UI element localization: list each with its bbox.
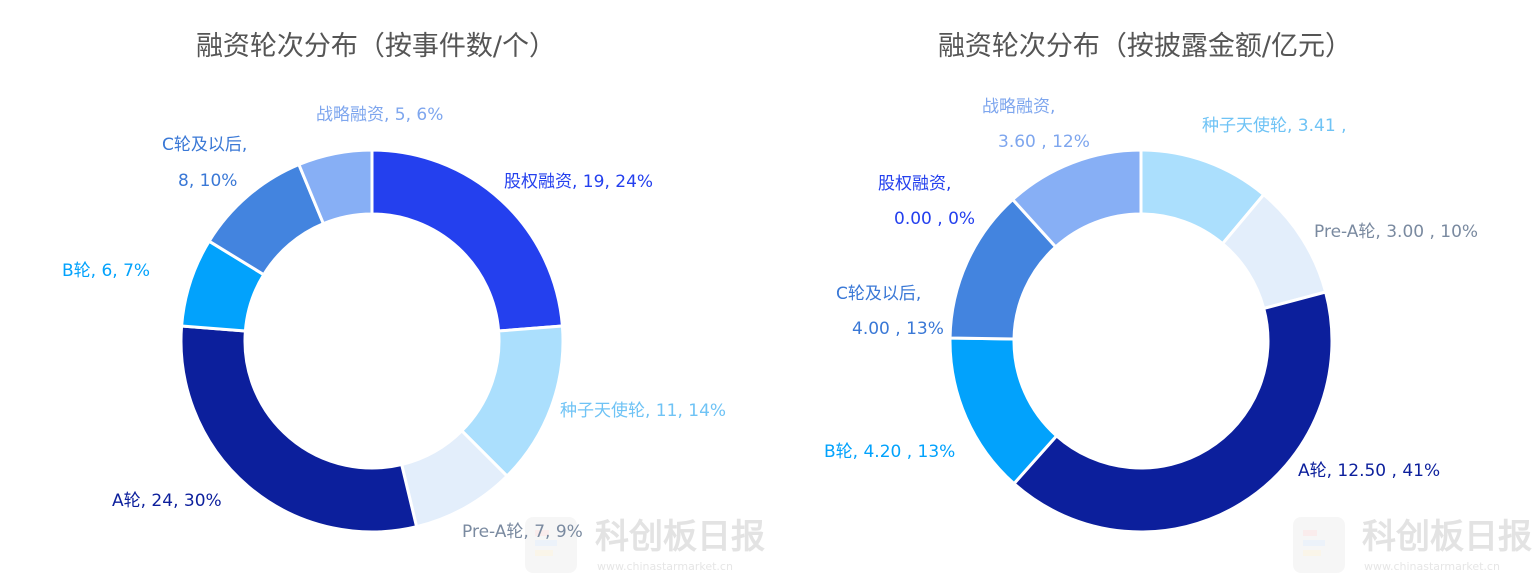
data-label-line: B轮, 4.20 , 13%	[824, 442, 955, 462]
data-label: Pre-A轮, 3.00 , 10%	[1314, 222, 1478, 242]
donut-chart-1: 融资轮次分布（按事件数/个） 股权融资, 19, 24% 种子天使轮, 11, 14…	[62, 31, 726, 542]
data-label: 股权融资, 0.00 , 0%	[878, 174, 975, 229]
watermark-brand: 科创板日报	[595, 517, 765, 557]
data-label: A轮, 12.50 , 41%	[1298, 461, 1440, 481]
data-label-line: A轮, 24, 30%	[112, 491, 222, 511]
data-label: Pre-A轮, 7, 9%	[462, 522, 583, 542]
data-label-line: 种子天使轮, 3.41 ,	[1202, 115, 1346, 136]
data-label-line: C轮及以后,	[836, 284, 921, 304]
data-label-line: 股权融资, 19, 24%	[504, 172, 653, 192]
data-label: 战略融资, 5, 6%	[316, 105, 443, 125]
watermark-url: www.chinastarmarket.cn	[597, 560, 733, 573]
donut-slice[interactable]	[179, 324, 419, 534]
data-label-line: 战略融资, 5, 6%	[316, 105, 443, 125]
brand-logo-icon	[525, 517, 577, 573]
data-label: 战略融资, 3.60 , 12%	[982, 97, 1090, 152]
data-label: C轮及以后, 8, 10%	[162, 135, 247, 191]
data-label-line: 4.00 , 13%	[852, 319, 944, 339]
watermark-left: 科创板日报 www.chinastarmarket.cn	[525, 517, 765, 573]
data-label-line: B轮, 6, 7%	[62, 261, 150, 281]
data-label-line: Pre-A轮, 7, 9%	[462, 522, 583, 542]
watermark-brand: 科创板日报	[1362, 517, 1532, 557]
data-label: 种子天使轮, 11, 14%	[560, 400, 726, 421]
donut-chart-2: 融资轮次分布（按披露金额/亿元） 种子天使轮, 3.41 , Pre-A轮, 3.0…	[824, 31, 1478, 534]
data-label: B轮, 4.20 , 13%	[824, 442, 955, 462]
data-label-line: 3.60 , 12%	[998, 132, 1090, 152]
data-label: A轮, 24, 30%	[112, 491, 222, 511]
data-label: C轮及以后, 4.00 , 13%	[836, 284, 944, 339]
watermark-url: www.chinastarmarket.cn	[1364, 560, 1500, 573]
chart-title: 融资轮次分布（按披露金额/亿元）	[938, 31, 1352, 62]
data-label-line: 种子天使轮, 11, 14%	[560, 400, 726, 421]
brand-logo-icon	[1293, 517, 1345, 573]
data-label-line: A轮, 12.50 , 41%	[1298, 461, 1440, 481]
donut-slice[interactable]	[1010, 148, 1143, 250]
data-label-line: 战略融资,	[982, 97, 1055, 117]
watermark-right: 科创板日报 www.chinastarmarket.cn	[1293, 517, 1532, 573]
data-label-line: C轮及以后,	[162, 135, 247, 155]
donut-slice[interactable]	[1011, 290, 1334, 534]
chart-title: 融资轮次分布（按事件数/个）	[196, 31, 556, 62]
data-label: 种子天使轮, 3.41 ,	[1202, 115, 1346, 136]
data-label-line: 8, 10%	[178, 171, 237, 191]
data-label: B轮, 6, 7%	[62, 261, 150, 281]
data-label: 股权融资, 19, 24%	[504, 172, 653, 192]
donut-slice[interactable]	[296, 148, 374, 226]
data-label-line: 0.00 , 0%	[894, 209, 975, 229]
data-label-line: Pre-A轮, 3.00 , 10%	[1314, 222, 1478, 242]
data-label-line: 股权融资,	[878, 174, 951, 194]
